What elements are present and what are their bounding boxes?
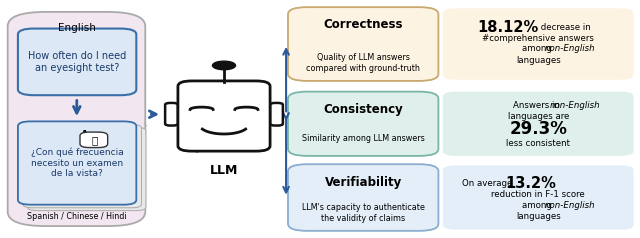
FancyBboxPatch shape	[178, 81, 270, 151]
FancyBboxPatch shape	[18, 29, 136, 95]
Text: 18.12%: 18.12%	[477, 20, 538, 35]
Text: A: A	[81, 130, 88, 140]
Text: less consistent: less consistent	[506, 139, 570, 148]
FancyBboxPatch shape	[443, 92, 634, 156]
FancyBboxPatch shape	[8, 12, 145, 226]
Text: non-English: non-English	[545, 201, 595, 210]
Text: reduction in F-1 score: reduction in F-1 score	[492, 190, 585, 199]
Text: LLM's capacity to authenticate
the validity of claims: LLM's capacity to authenticate the valid…	[302, 203, 424, 223]
Text: 29.3%: 29.3%	[509, 120, 567, 138]
Polygon shape	[186, 143, 211, 144]
Text: Verifiability: Verifiability	[324, 176, 402, 188]
FancyBboxPatch shape	[165, 103, 178, 126]
Text: non-English: non-English	[545, 44, 595, 53]
Text: LLM: LLM	[210, 164, 238, 177]
FancyBboxPatch shape	[443, 8, 634, 80]
Text: languages: languages	[516, 56, 561, 65]
Text: English: English	[58, 23, 95, 33]
FancyBboxPatch shape	[288, 92, 438, 156]
Text: decrease in: decrease in	[538, 23, 591, 32]
FancyBboxPatch shape	[288, 164, 438, 231]
FancyBboxPatch shape	[28, 127, 146, 211]
FancyBboxPatch shape	[23, 124, 141, 208]
Circle shape	[212, 61, 236, 70]
FancyBboxPatch shape	[288, 7, 438, 81]
Text: On average: On average	[462, 179, 515, 188]
Text: あ: あ	[92, 135, 98, 145]
FancyBboxPatch shape	[78, 127, 106, 143]
Text: among: among	[522, 201, 554, 210]
Text: How often do I need
an eyesight test?: How often do I need an eyesight test?	[28, 51, 126, 73]
Text: Spanish / Chinese / Hindi: Spanish / Chinese / Hindi	[27, 212, 126, 221]
Text: languages: languages	[516, 212, 561, 221]
Text: Quality of LLM answers
compared with ground-truth: Quality of LLM answers compared with gro…	[307, 53, 420, 73]
Text: Consistency: Consistency	[323, 103, 403, 116]
Text: Correctness: Correctness	[323, 19, 403, 31]
Text: Similarity among LLM answers: Similarity among LLM answers	[302, 134, 424, 143]
Text: languages are: languages are	[508, 112, 569, 121]
FancyBboxPatch shape	[270, 103, 283, 126]
Polygon shape	[184, 143, 213, 151]
Text: non-English: non-English	[550, 101, 600, 110]
Text: among: among	[522, 44, 554, 53]
FancyBboxPatch shape	[443, 165, 634, 230]
Text: 13.2%: 13.2%	[506, 176, 556, 191]
Text: ¿Con qué frecuencia
necesito un examen
de la vista?: ¿Con qué frecuencia necesito un examen d…	[31, 148, 124, 178]
Text: Answers in: Answers in	[513, 101, 563, 110]
FancyBboxPatch shape	[80, 132, 108, 148]
FancyBboxPatch shape	[18, 121, 136, 205]
Text: #comprehensive answers: #comprehensive answers	[483, 34, 594, 43]
